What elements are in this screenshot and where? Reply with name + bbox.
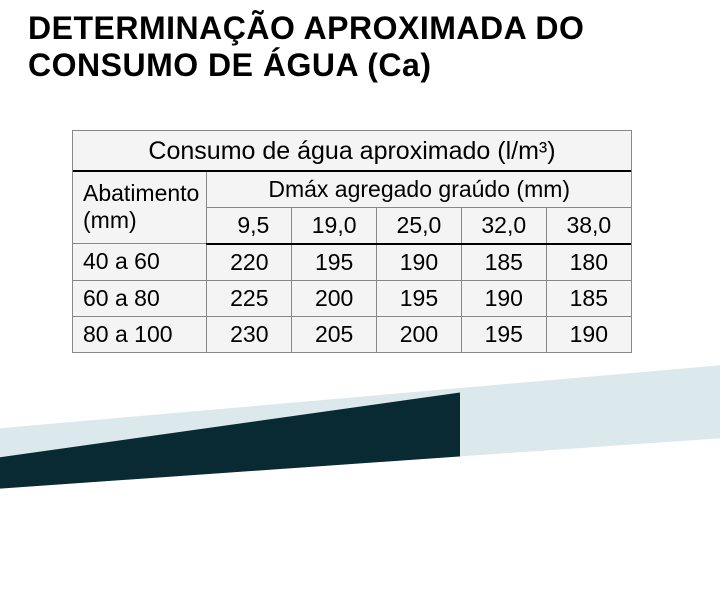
table-caption: Consumo de água aproximado (l/m³) bbox=[73, 131, 631, 172]
table-row: 60 a 80 225 200 195 190 185 bbox=[73, 280, 631, 316]
table-row: 40 a 60 220 195 190 185 180 bbox=[73, 244, 631, 281]
header-abatimento-l2: (mm) bbox=[83, 207, 137, 233]
row-value: 205 bbox=[292, 316, 377, 352]
table-row: 80 a 100 230 205 200 195 190 bbox=[73, 316, 631, 352]
row-value: 225 bbox=[207, 280, 292, 316]
title-line-2: CONSUMO DE ÁGUA (Ca) bbox=[28, 47, 431, 83]
row-label: 80 a 100 bbox=[73, 316, 207, 352]
size-cell: 9,5 bbox=[207, 207, 292, 244]
row-value: 230 bbox=[207, 316, 292, 352]
size-cell: 38,0 bbox=[546, 207, 631, 244]
header-abatimento: Abatimento (mm) bbox=[73, 172, 207, 244]
row-value: 180 bbox=[546, 244, 631, 281]
row-value: 220 bbox=[207, 244, 292, 281]
size-cell: 25,0 bbox=[377, 207, 462, 244]
row-value: 185 bbox=[546, 280, 631, 316]
header-abatimento-l1: Abatimento bbox=[83, 180, 199, 206]
row-value: 200 bbox=[292, 280, 377, 316]
water-consumption-table: Consumo de água aproximado (l/m³) Abatim… bbox=[72, 130, 632, 353]
size-cell: 32,0 bbox=[461, 207, 546, 244]
row-value: 190 bbox=[546, 316, 631, 352]
title-line-1: DETERMINAÇÃO APROXIMADA DO bbox=[28, 10, 584, 46]
row-label: 60 a 80 bbox=[73, 280, 207, 316]
row-value: 185 bbox=[461, 244, 546, 281]
row-value: 190 bbox=[377, 244, 462, 281]
size-cell: 19,0 bbox=[292, 207, 377, 244]
row-value: 195 bbox=[461, 316, 546, 352]
page-title: DETERMINAÇÃO APROXIMADA DO CONSUMO DE ÁG… bbox=[0, 0, 720, 84]
row-value: 195 bbox=[292, 244, 377, 281]
row-value: 200 bbox=[377, 316, 462, 352]
row-value: 190 bbox=[461, 280, 546, 316]
row-value: 195 bbox=[377, 280, 462, 316]
header-dmax: Dmáx agregado graúdo (mm) bbox=[207, 172, 631, 208]
row-label: 40 a 60 bbox=[73, 244, 207, 281]
table-body: Abatimento (mm) Dmáx agregado graúdo (mm… bbox=[73, 172, 631, 352]
table-header-row-1: Abatimento (mm) Dmáx agregado graúdo (mm… bbox=[73, 172, 631, 208]
